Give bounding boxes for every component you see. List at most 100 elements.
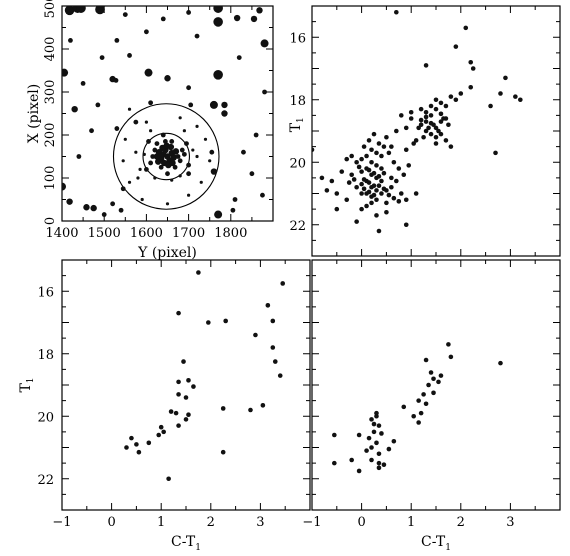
data-point: [158, 164, 164, 170]
data-point: [183, 417, 189, 422]
points: [312, 9, 523, 234]
data-point: [168, 409, 174, 414]
data-point: [250, 15, 258, 23]
data-point: [369, 200, 374, 206]
data-point: [176, 392, 181, 397]
data-point: [396, 199, 402, 204]
data-point: [488, 103, 493, 109]
data-point: [83, 204, 90, 211]
y-axis-label: T1: [288, 117, 306, 132]
data-point: [124, 445, 129, 450]
data-point: [184, 141, 189, 147]
data-point: [426, 382, 431, 388]
data-point: [76, 6, 86, 13]
data-point: [384, 209, 389, 215]
data-point: [356, 164, 362, 170]
panel-cmd-outer: −1 0 1 2 3 C-T1: [302, 259, 561, 553]
data-point: [206, 320, 211, 325]
data-point: [361, 177, 367, 182]
data-point: [364, 153, 369, 159]
data-point: [183, 395, 189, 400]
data-point: [364, 203, 369, 209]
data-point: [389, 144, 394, 149]
data-point: [379, 153, 384, 159]
data-point: [384, 134, 389, 140]
data-point: [114, 38, 120, 43]
data-point: [446, 122, 451, 128]
data-point: [448, 354, 454, 360]
data-point: [428, 120, 434, 126]
x-tick-label: 0: [107, 515, 115, 530]
data-point: [181, 359, 186, 364]
data-point: [319, 175, 325, 181]
data-point: [221, 101, 228, 109]
data-point: [386, 150, 392, 156]
data-point: [95, 102, 101, 108]
data-point: [208, 159, 212, 163]
data-point: [389, 175, 394, 181]
data-point: [262, 89, 267, 95]
data-point: [436, 379, 441, 385]
data-point: [176, 310, 181, 316]
data-point: [249, 171, 255, 177]
data-point: [408, 116, 414, 121]
data-point: [155, 153, 164, 162]
data-point: [371, 131, 377, 137]
data-point: [374, 413, 379, 419]
data-point: [195, 124, 199, 128]
data-point: [95, 6, 105, 15]
data-point: [354, 184, 359, 190]
data-point: [191, 384, 196, 389]
data-point: [186, 162, 192, 168]
data-point: [356, 468, 362, 474]
data-point: [443, 103, 449, 109]
data-point: [154, 141, 160, 147]
data-point: [349, 172, 354, 178]
data-point: [438, 373, 444, 378]
data-point: [230, 207, 236, 213]
data-point: [498, 91, 503, 96]
region-circle: [112, 103, 220, 210]
data-point: [366, 435, 372, 441]
data-point: [369, 445, 374, 450]
data-point: [144, 120, 148, 124]
data-point: [167, 143, 175, 151]
data-point: [186, 378, 191, 383]
data-point: [253, 132, 259, 138]
y-tick-label: 400: [43, 37, 58, 62]
x-tick-label: 1600: [130, 226, 163, 241]
data-point: [403, 147, 409, 153]
data-point: [381, 170, 387, 176]
y-tick-label: 500: [43, 0, 58, 18]
data-point: [127, 107, 132, 111]
data-point: [329, 178, 335, 184]
data-point: [127, 180, 132, 184]
data-point: [391, 195, 397, 201]
data-point: [332, 432, 337, 438]
y-tick-label: 20: [37, 410, 54, 425]
data-point: [136, 176, 140, 180]
data-point: [351, 177, 357, 182]
data-point: [334, 206, 340, 212]
data-point: [423, 357, 429, 363]
data-point: [260, 192, 265, 198]
data-point: [312, 147, 315, 153]
data-point: [401, 404, 407, 410]
data-point: [272, 359, 278, 364]
region-circle: [142, 132, 190, 181]
data-point: [379, 191, 384, 196]
y-tick-label: 18: [289, 94, 306, 109]
data-point: [213, 6, 223, 13]
data-point: [513, 94, 518, 99]
data-point: [164, 75, 171, 82]
data-point: [186, 412, 191, 417]
data-point: [172, 164, 178, 170]
x-axis-label: C-T1: [171, 534, 201, 553]
data-point: [418, 106, 424, 112]
x-tick-label: −1: [52, 515, 71, 530]
data-point: [144, 68, 153, 77]
data-point: [188, 102, 194, 108]
data-point: [431, 376, 436, 382]
data-point: [416, 125, 421, 131]
